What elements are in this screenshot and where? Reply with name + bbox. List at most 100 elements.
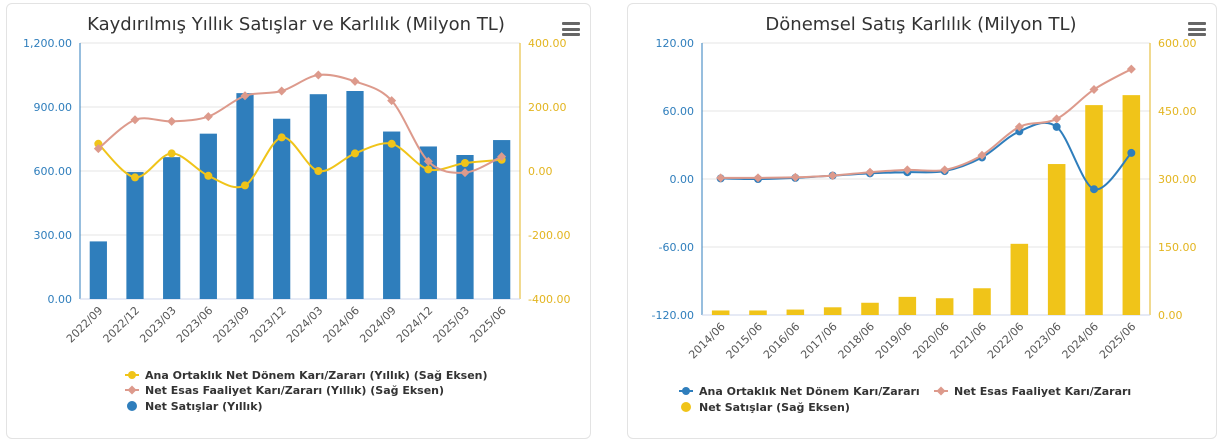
annual-category-label: 2022/09 [64,304,106,346]
periodic-point-marker [1052,122,1061,131]
annual-bar [309,94,327,299]
periodic-series-line [720,68,1132,179]
annual-category-label: 2025/03 [431,304,473,346]
annual-left-axis-label: 600.00 [34,165,73,178]
annual-legend-symbol [127,385,137,395]
annual-bar [273,118,291,299]
periodic-left-axis-label: 120.00 [656,37,695,50]
periodic-category-label: 2024/06 [1060,320,1102,362]
periodic-point-marker [1090,185,1098,194]
periodic-legend-symbol [681,402,691,412]
periodic-bar [749,310,767,315]
periodic-right-axis-label: 600.00 [1158,37,1197,50]
annual-legend-label: Net Satışlar (Yıllık) [145,400,263,413]
annual-legend-label: Ana Ortaklık Net Dönem Karı/Zararı (Yıll… [145,369,488,382]
periodic-bar [973,288,991,315]
annual-bar [163,157,181,299]
hamburger-menu-icon[interactable] [562,22,580,36]
periodic-right-axis-label: 150.00 [1158,241,1197,254]
annual-bar [456,155,474,299]
annual-point-marker [387,96,397,106]
annual-point-marker [423,156,433,166]
annual-point-marker [167,149,176,158]
periodic-category-label: 2016/06 [761,320,803,362]
annual-category-label: 2024/06 [321,304,363,346]
periodic-legend-label: Net Satışlar (Sağ Eksen) [699,401,850,414]
hamburger-menu-icon[interactable] [1188,22,1206,36]
annual-bar [346,91,364,299]
periodic-left-axis-label: -60.00 [659,241,694,254]
periodic-bar [1010,243,1029,315]
annual-point-marker [130,115,140,125]
annual-category-label: 2023/12 [247,304,289,346]
annual-series-line [97,136,502,189]
periodic-left-axis-label: 60.00 [663,105,695,118]
annual-chart-title: Kaydırılmış Yıllık Satışlar ve Karlılık … [87,14,505,35]
annual-right-axis-label: -400.00 [528,293,570,306]
periodic-point-marker [1126,64,1136,74]
periodic-bar [1047,164,1066,315]
annual-point-marker [313,70,323,80]
periodic-chart-title: Dönemsel Satış Karlılık (Milyon TL) [765,14,1076,35]
periodic-point-marker [865,167,875,177]
periodic-bar [861,302,879,315]
periodic-bar [1122,95,1141,315]
annual-bar [383,131,401,299]
periodic-series-line [720,121,1133,191]
annual-point-marker [461,159,469,167]
periodic-bar [1085,105,1103,316]
annual-left-axis-label: 900.00 [34,101,73,114]
periodic-left-axis-label: -120.00 [652,309,694,322]
annual-point-marker [241,181,249,190]
periodic-right-axis-label: 300.00 [1158,173,1197,186]
annual-bar [493,140,511,299]
annual-series-line [97,73,503,174]
periodic-category-label: 2017/06 [798,320,840,362]
annual-bar [89,241,107,299]
periodic-category-label: 2019/06 [873,320,915,362]
annual-category-label: 2023/03 [137,304,179,346]
annual-point-marker [203,112,213,122]
periodic-bar [786,309,805,315]
periodic-category-label: 2025/06 [1097,320,1139,362]
annual-left-axis-label: 1,200.00 [23,37,72,50]
annual-left-axis-label: 0.00 [48,293,73,306]
annual-bar [199,133,217,299]
periodic-legend-label: Net Esas Faaliyet Karı/Zararı [954,385,1131,398]
periodic-point-marker [790,172,800,182]
annual-left-axis-label: 300.00 [34,229,73,242]
periodic-bar [898,296,917,315]
periodic-bar [935,298,954,315]
annual-bar [419,146,437,299]
periodic-point-marker [1015,127,1024,136]
annual-legend-symbol [127,401,137,411]
annual-point-marker [131,173,139,182]
periodic-left-axis-label: 0.00 [670,173,695,186]
periodic-legend-label: Ana Ortaklık Net Dönem Karı/Zararı [699,385,920,398]
periodic-point-marker [940,165,950,175]
annual-bar [126,172,144,299]
annual-right-axis-label: 0.00 [528,165,553,178]
annual-category-label: 2025/06 [467,304,509,346]
annual-legend-symbol [128,371,136,379]
periodic-right-axis-label: 450.00 [1158,105,1197,118]
periodic-category-label: 2015/06 [724,320,766,362]
periodic-point-marker [828,171,838,181]
annual-category-label: 2024/12 [394,304,436,346]
annual-point-marker [350,76,360,86]
annual-category-label: 2022/12 [101,304,143,346]
periodic-point-marker [716,173,726,183]
annual-legend-label: Net Esas Faaliyet Karı/Zararı (Yıllık) (… [145,384,444,397]
periodic-legend-symbol [936,386,946,396]
annual-point-marker [93,144,103,154]
periodic-bar [711,310,730,315]
periodic-point-marker [902,165,912,175]
periodic-point-marker [977,150,987,160]
periodic-category-label: 2014/06 [686,320,728,362]
annual-point-marker [277,86,287,96]
annual-point-marker [460,168,470,178]
chart-periodic-svg: Dönemsel Satış Karlılık (Milyon TL) -120.… [652,14,1197,414]
annual-point-marker [204,171,213,180]
periodic-category-label: 2020/06 [910,320,952,362]
annual-point-marker [167,116,177,126]
